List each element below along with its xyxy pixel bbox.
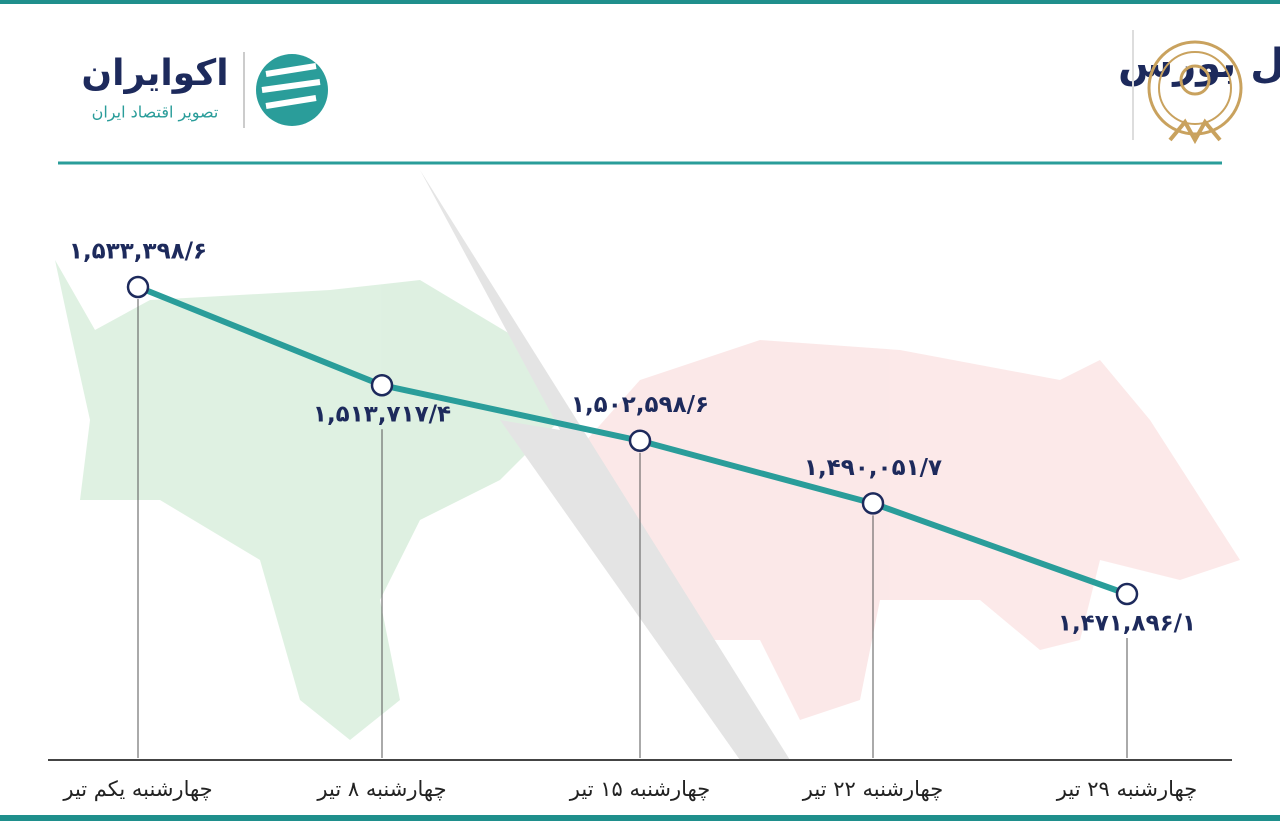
data-label: ۱,۵۱۳,۷۱۷/۴ [313,402,451,428]
brand-logo [256,54,328,126]
x-tick-label: چهارشنبه ۲۲ تیر [802,777,943,801]
background-art [55,170,1240,760]
x-tick-label: چهارشنبه یکم تیر [62,777,212,802]
bottom-border [0,815,1280,821]
x-tick-label: چهارشنبه ۸ تیر [316,777,446,801]
point [628,429,652,452]
data-label: ۱,۴۷۱,۸۹۶/۱ [1058,611,1196,637]
chart-title: روند ماه شاخص کل بورس [1118,41,1280,87]
point [1115,582,1139,606]
point [370,373,394,397]
brand-name: اکوایران [81,53,228,94]
brand-tagline: تصویر اقتصاد ایران [92,103,219,123]
data-label: ۱,۵۰۲,۵۹۸/۶ [571,392,709,418]
point [126,275,150,299]
x-tick-label: چهارشنبه ۲۹ تیر [1056,777,1197,801]
top-border [0,0,1280,4]
data-label: ۱,۵۳۳,۳۹۸/۶ [69,239,207,265]
point [861,492,885,515]
exchange-emblem [1147,40,1243,145]
data-label: ۱,۴۹۰,۰۵۱/۷ [804,455,942,481]
x-tick-label: چهارشنبه ۱۵ تیر [569,777,710,801]
